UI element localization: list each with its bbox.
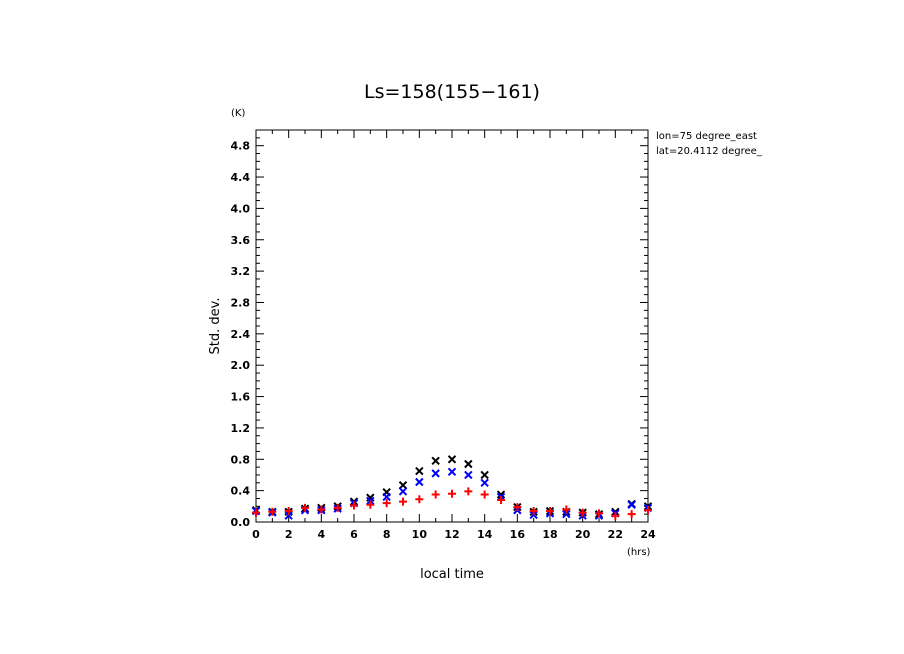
data-point [415,477,424,487]
data-point [399,497,407,506]
axes: 0 2 4 6 8 10 12 14 16 18 20 22 240.00.40.81.21.62.02… [231,129,656,541]
data-point [447,455,457,464]
data-point [480,470,489,480]
y-tick-label: 0.8 [231,453,251,466]
data-point [350,501,358,510]
y-tick-label: 2.8 [231,296,251,309]
y-tick-label: 0.0 [231,516,251,529]
annotation-lon: lon=75 degree_east [656,131,757,142]
data-point [529,507,538,516]
data-point [480,490,489,499]
data-point [447,467,457,477]
data-point [301,503,309,512]
data-point [284,507,293,516]
data-marks [251,455,653,520]
plot-frame [255,129,649,523]
y-tick-label: 3.2 [231,265,251,278]
data-point [284,511,293,520]
data-point [252,508,260,517]
x-tick-label: 8 [383,528,391,541]
y-tick-label: 4.8 [231,140,251,153]
data-point [611,511,620,520]
annotation-lat: lat=20.4112 degree_ [656,146,763,157]
chart-title: Ls=158(155−161) [364,81,540,103]
data-point [513,503,522,512]
data-point [415,466,424,476]
x-tick-label: 18 [542,528,557,541]
data-point [398,480,408,490]
data-point [431,469,440,478]
x-axis-label: local time [420,567,484,582]
y-tick-label: 2.4 [231,328,251,341]
data-point [578,508,587,517]
x-tick-label: 16 [510,528,526,541]
y-tick-label: 2.0 [231,359,251,372]
x-tick-label: 14 [477,528,493,541]
series-0 [251,455,653,519]
data-point [464,470,473,480]
y-tick-label: 1.6 [231,391,251,404]
data-point [546,507,554,516]
x-tick-label: 24 [640,528,656,541]
data-point [382,492,391,502]
y-tick-label: 3.6 [231,234,251,247]
y-tick-label: 0.4 [231,485,251,498]
data-point [562,505,571,514]
y-axis-label: Std. dev. [208,298,223,355]
data-point [382,499,391,508]
x-tick-label: 20 [575,528,591,541]
x-tick-label: 0 [252,528,260,541]
data-point [464,459,473,469]
data-point [497,496,505,505]
data-point [595,509,603,518]
data-point [644,506,652,515]
data-point [366,493,375,502]
data-point [480,478,489,488]
data-point [268,507,277,516]
data-point [448,489,456,498]
y-unit-label: (K) [231,108,245,119]
data-point [431,490,440,499]
y-tick-label: 1.2 [231,422,251,435]
x-tick-label: 6 [350,528,358,541]
x-unit-label: (hrs) [627,547,651,558]
x-tick-label: 12 [444,528,459,541]
data-point [627,500,636,509]
data-point [398,487,408,496]
data-point [562,509,571,519]
data-point [415,495,424,504]
x-tick-label: 2 [285,528,293,541]
x-tick-label: 4 [318,528,326,541]
y-tick-label: 4.4 [231,171,251,184]
data-point [333,503,342,512]
series-2 [252,487,652,520]
data-point [627,510,636,519]
data-point [431,456,440,466]
data-point [496,490,506,499]
data-point [366,500,375,509]
data-point [317,505,326,514]
x-tick-label: 22 [608,528,623,541]
x-tick-label: 10 [412,528,428,541]
data-point [464,487,473,496]
y-tick-label: 4.0 [231,202,251,215]
